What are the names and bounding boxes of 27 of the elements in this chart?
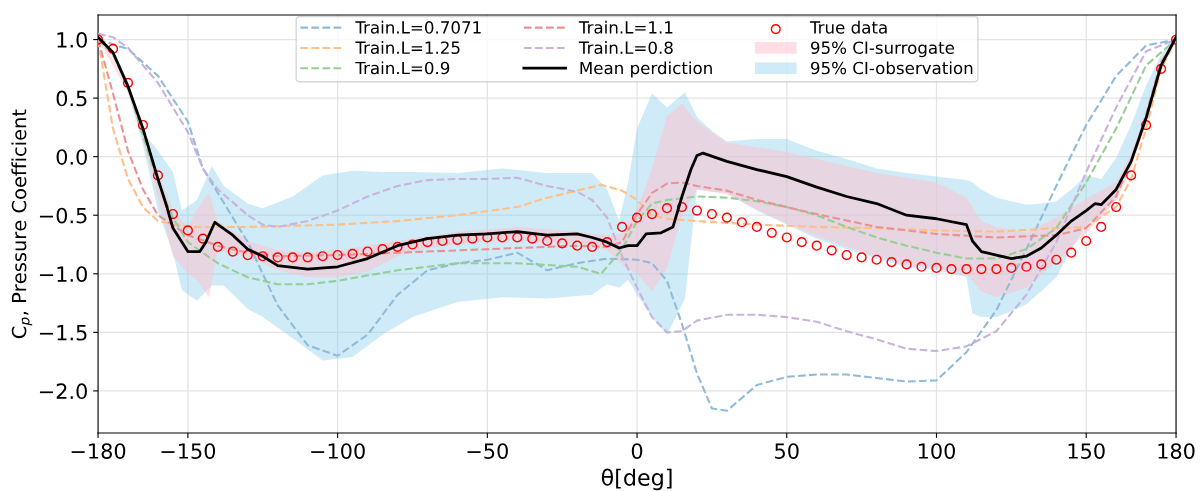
x-tick-label: −150 (161, 443, 216, 459)
legend-label: 95% CI-surrogate (810, 41, 955, 58)
x-tick-label: −180 (71, 443, 126, 459)
legend-label: Train.L=0.8 (578, 41, 673, 55)
legend-label: Mean perdiction (580, 61, 712, 78)
x-axis-title: θ[deg] (601, 468, 672, 491)
y-tick-label: −2.0 (39, 383, 87, 400)
legend-label: Train.L=0.7071 (355, 20, 481, 34)
x-tick-label: −50 (467, 443, 508, 459)
x-tick-label: 180 (1158, 443, 1195, 459)
legend-label: Train.L=1.25 (355, 41, 460, 55)
y-tick-label: 0.0 (56, 149, 87, 165)
x-tick-label: 100 (918, 443, 955, 459)
x-tick-label: 150 (1068, 443, 1105, 459)
legend-label: Train.L=1.1 (578, 20, 673, 34)
y-tick-label: −1.5 (39, 325, 87, 341)
y-tick-label: 0.5 (56, 90, 87, 107)
y-tick-label: −0.5 (39, 207, 87, 224)
x-tick-label: 0 (631, 443, 643, 459)
x-tick-label: 50 (775, 443, 799, 459)
x-tick-label: −100 (311, 443, 365, 459)
legend-label: Train.L=0.9 (355, 61, 450, 75)
y-tick-label: −1.0 (39, 266, 87, 282)
legend-label: True data (809, 20, 887, 34)
y-axis-title: C$_{p}$, Pressure Coefficient (11, 109, 33, 339)
legend-label: 95% CI-observation (810, 61, 973, 75)
y-tick-label: 1.0 (57, 32, 87, 48)
